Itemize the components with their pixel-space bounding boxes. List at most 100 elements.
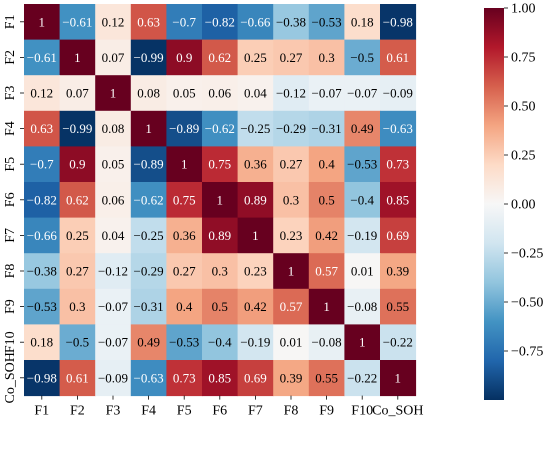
heatmap-cell-Co_SOH-F10 xyxy=(344,360,381,397)
x-axis-tick-label: F1 xyxy=(34,404,49,419)
x-axis-tick-label: F7 xyxy=(248,404,263,419)
heatmap-cell-F2-F3 xyxy=(95,39,132,76)
heatmap-cell-F10-F6 xyxy=(202,324,239,361)
y-axis-tick-label: F7 xyxy=(3,228,18,243)
heatmap-cell-F4-F6 xyxy=(202,110,239,147)
cell-value-label: −0.53 xyxy=(347,157,377,172)
heatmap-cell-Co_SOH-F7 xyxy=(237,360,274,397)
cell-value-label: 0.12 xyxy=(30,86,53,101)
cell-value-label: 0.85 xyxy=(386,192,409,207)
cell-value-label: 0.3 xyxy=(69,299,85,314)
cell-value-label: 0.73 xyxy=(386,157,409,172)
colorbar-ticks: 1.00 0.75 0.50 0.25 0.00 −0.25 −0.50 −0.75 xyxy=(504,2,543,360)
heatmap-cell-F5-F1 xyxy=(24,146,61,183)
heatmap-cell-F3-F8 xyxy=(273,75,310,112)
heatmap-cell-F6-F1 xyxy=(24,182,61,219)
cell-value-label: −0.09 xyxy=(98,370,128,385)
x-axis-tick-label: F5 xyxy=(177,404,192,419)
heatmap-cell-F1-F6 xyxy=(202,4,239,41)
cell-value-label: 0.39 xyxy=(386,264,409,279)
cell-value-label: 0.18 xyxy=(351,14,374,29)
cell-value-label: 0.25 xyxy=(66,228,89,243)
heatmap-cell-F7-F5 xyxy=(166,217,203,254)
cell-value-label: 0.08 xyxy=(137,86,160,101)
heatmap-cell-F5-F10 xyxy=(344,146,381,183)
heatmap-cell-F1-F9 xyxy=(308,4,345,41)
heatmap-cell-F7-F8 xyxy=(273,217,310,254)
cell-value-label: −0.99 xyxy=(62,121,92,136)
cell-value-label: 1 xyxy=(252,228,259,243)
heatmap-cell-F6-F2 xyxy=(59,182,96,219)
heatmap-cell-F8-F10 xyxy=(344,253,381,290)
cell-value-label: 0.61 xyxy=(66,370,89,385)
cell-value-label: 0.3 xyxy=(318,50,334,65)
heatmap-cell-F10-F10 xyxy=(344,324,381,361)
cell-value-label: 0.07 xyxy=(66,86,89,101)
colorbar-tick-label: 0.25 xyxy=(511,149,536,164)
heatmap-cell-Co_SOH-F6 xyxy=(202,360,239,397)
heatmap-cell-F9-F2 xyxy=(59,288,96,325)
cell-value-label: 1 xyxy=(145,121,152,136)
heatmap-cell-F9-F3 xyxy=(95,288,132,325)
heatmap-cell-F5-F5 xyxy=(166,146,203,183)
heatmap-cell-F4-F9 xyxy=(308,110,345,147)
heatmap-cell-F1-F4 xyxy=(130,4,167,41)
heatmap-cell-F3-F7 xyxy=(237,75,274,112)
cell-value-label: 0.3 xyxy=(283,192,299,207)
cell-value-label: −0.89 xyxy=(169,121,199,136)
cell-value-label: −0.12 xyxy=(276,86,306,101)
cell-value-label: 0.27 xyxy=(280,157,303,172)
cell-value-label: 0.05 xyxy=(102,157,125,172)
heatmap-cell-F5-Co_SOH xyxy=(380,146,417,183)
cell-value-label: 1 xyxy=(359,335,366,350)
cell-value-label: 1 xyxy=(181,157,188,172)
cell-value-label: −0.12 xyxy=(98,264,128,279)
cell-value-label: −0.25 xyxy=(240,121,270,136)
cell-value-label: −0.07 xyxy=(98,299,129,314)
cell-value-label: 0.3 xyxy=(212,264,228,279)
heatmap-cell-F3-Co_SOH xyxy=(380,75,417,112)
heatmap-cell-F7-F6 xyxy=(202,217,239,254)
cell-value-label: 0.89 xyxy=(244,192,267,207)
heatmap-cell-F2-F4 xyxy=(130,39,167,76)
x-axis-tick-label: Co_SOH xyxy=(372,404,423,419)
heatmap-cell-F6-Co_SOH xyxy=(380,182,417,219)
cell-value-label: 0.23 xyxy=(244,264,267,279)
heatmap-cell-F7-F1 xyxy=(24,217,61,254)
heatmap-cell-F7-F7 xyxy=(237,217,274,254)
heatmap-cell-F8-F5 xyxy=(166,253,203,290)
y-axis-tick-label: F10 xyxy=(3,331,18,353)
cell-value-label: 0.36 xyxy=(173,228,196,243)
heatmap-cell-F9-F6 xyxy=(202,288,239,325)
heatmap-cell-F7-F9 xyxy=(308,217,345,254)
heatmap-cell-F5-F3 xyxy=(95,146,132,183)
heatmap-cell-F8-Co_SOH xyxy=(380,253,417,290)
colorbar-tick-label: 0.00 xyxy=(511,198,536,213)
cell-value-label: 0.04 xyxy=(244,86,267,101)
cell-value-label: 0.23 xyxy=(280,228,303,243)
cell-value-label: 0.4 xyxy=(176,299,193,314)
cell-value-label: −0.61 xyxy=(27,50,57,65)
heatmap-cell-F9-F7 xyxy=(237,288,274,325)
x-axis-tick-label: F9 xyxy=(319,404,334,419)
cell-value-label: 0.05 xyxy=(173,86,196,101)
heatmap-cell-F1-F5 xyxy=(166,4,203,41)
cell-value-label: −0.82 xyxy=(205,14,235,29)
heatmap-cell-F6-F7 xyxy=(237,182,274,219)
cell-value-label: 0.07 xyxy=(102,50,125,65)
x-axis-tick-label: F2 xyxy=(70,404,85,419)
cell-value-label: 0.27 xyxy=(280,50,303,65)
cell-value-label: 1 xyxy=(74,50,81,65)
heatmap-cell-F1-F8 xyxy=(273,4,310,41)
heatmap-cell-F7-F2 xyxy=(59,217,96,254)
heatmap-cell-Co_SOH-F4 xyxy=(130,360,167,397)
heatmap-cell-F4-F5 xyxy=(166,110,203,147)
heatmap-cell-F10-F8 xyxy=(273,324,310,361)
cell-value-label: −0.31 xyxy=(312,121,342,136)
heatmap-cell-F1-F2 xyxy=(59,4,96,41)
heatmap-cell-F4-F7 xyxy=(237,110,274,147)
heatmap-cell-F10-F3 xyxy=(95,324,132,361)
x-axis-tick-label: F10 xyxy=(351,404,373,419)
heatmap-cell-F3-F6 xyxy=(202,75,239,112)
